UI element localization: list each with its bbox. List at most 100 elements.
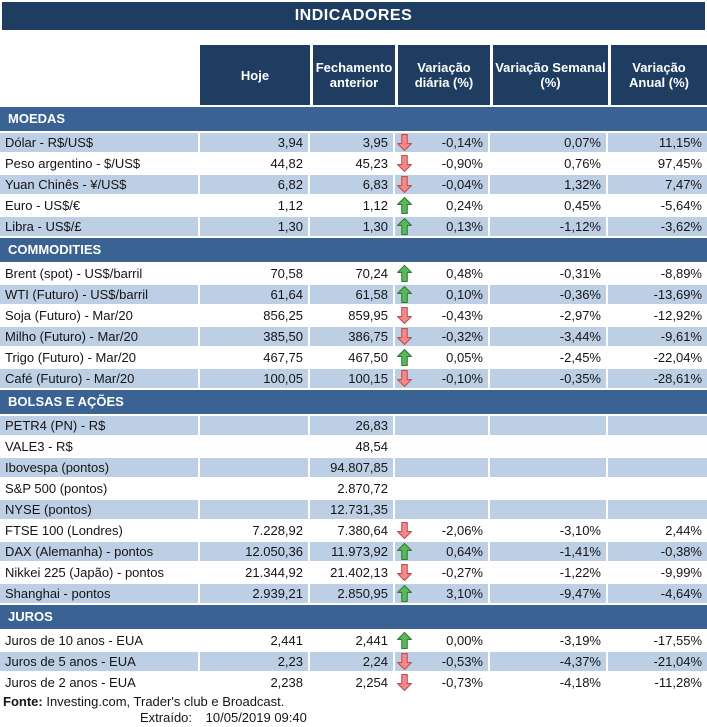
cell-variacao-diaria: -0,43% bbox=[395, 306, 490, 325]
variacao-diaria-value: 0,00% bbox=[446, 633, 483, 648]
cell-variacao-anual: -12,92% bbox=[653, 308, 702, 323]
cell-variacao-diaria: -0,10% bbox=[395, 369, 490, 388]
cell-fechamento: 859,95 bbox=[310, 306, 395, 325]
source-line: Fonte: Investing.com, Trader's club e Br… bbox=[0, 694, 707, 710]
cell-variacao-anual: -11,28% bbox=[654, 675, 702, 690]
table-row: Peso argentino - $/US$ 44,82 45,23 -0,90% 0,… bbox=[0, 154, 707, 173]
table-row: Dólar - R$/US$ 3,94 3,95 -0,14% 0,07% 11,15% bbox=[0, 133, 707, 152]
cell-fechamento: 386,75 bbox=[310, 327, 395, 346]
cell-fechamento: 6,83 bbox=[310, 175, 395, 194]
section-header: BOLSAS E AÇÕES bbox=[0, 390, 707, 414]
cell-variacao-anual: 7,47% bbox=[665, 177, 702, 192]
cell-hoje: 70,58 bbox=[200, 264, 310, 283]
cell-hoje: 467,75 bbox=[200, 348, 310, 367]
row-label: Dólar - R$/US$ bbox=[0, 133, 200, 152]
up-arrow-icon bbox=[397, 197, 412, 214]
cell-variacao-anual: -21,04% bbox=[653, 654, 702, 669]
cell-variacao-semanal bbox=[490, 416, 608, 435]
variacao-diaria-value: -0,53% bbox=[441, 654, 483, 669]
cell-variacao-anual: -8,89% bbox=[660, 266, 702, 281]
column-header-fechamento: Fechamento anterior bbox=[310, 45, 395, 105]
table-row: Brent (spot) - US$/barril 70,58 70,24 0,48%… bbox=[0, 264, 707, 283]
cell-variacao-diaria: -0,73% bbox=[395, 673, 490, 692]
cell-hoje: 44,82 bbox=[200, 154, 310, 173]
row-label: S&P 500 (pontos) bbox=[0, 479, 200, 498]
page-title: INDICADORES bbox=[2, 2, 705, 30]
row-label: Milho (Futuro) - Mar/20 bbox=[0, 327, 200, 346]
cell-hoje: 7.228,92 bbox=[200, 521, 310, 540]
cell-variacao-semanal: 0,45% bbox=[490, 196, 608, 215]
variacao-diaria-value: 0,64% bbox=[446, 544, 483, 559]
up-arrow-icon bbox=[397, 349, 412, 366]
cell-fechamento: 3,95 bbox=[310, 133, 395, 152]
table-row: Milho (Futuro) - Mar/20 385,50 386,75 -0,32… bbox=[0, 327, 707, 346]
row-label: Euro - US$/€ bbox=[0, 196, 200, 215]
table-row: FTSE 100 (Londres) 7.228,92 7.380,64 -2,06%… bbox=[0, 521, 707, 540]
cell-variacao-anual bbox=[608, 479, 707, 498]
variacao-diaria-value: -2,06% bbox=[441, 523, 483, 538]
down-arrow-icon bbox=[397, 155, 412, 172]
cell-fechamento: 2,441 bbox=[310, 631, 395, 650]
cell-variacao-anual: -3,62% bbox=[660, 219, 702, 234]
row-label: Nikkei 225 (Japão) - pontos bbox=[0, 563, 200, 582]
section-header: COMMODITIES bbox=[0, 238, 707, 262]
down-arrow-icon bbox=[397, 328, 412, 345]
cell-variacao-diaria: -0,32% bbox=[395, 327, 490, 346]
cell-hoje: 2,238 bbox=[200, 673, 310, 692]
cell-variacao-semanal: 0,76% bbox=[490, 154, 608, 173]
cell-variacao-anual bbox=[608, 416, 707, 435]
table-row: Café (Futuro) - Mar/20 100,05 100,15 -0,10%… bbox=[0, 369, 707, 388]
cell-fechamento: 2,254 bbox=[310, 673, 395, 692]
cell-variacao-anual: 2,44% bbox=[665, 523, 702, 538]
source-text: Investing.com, Trader's club e Broadcast… bbox=[46, 694, 285, 709]
column-header-variacao-diaria: Variação diária (%) bbox=[395, 45, 490, 105]
row-label: PETR4 (PN) - R$ bbox=[0, 416, 200, 435]
table-row: Juros de 5 anos - EUA 2,23 2,24 -0,53% -4,37… bbox=[0, 652, 707, 671]
variacao-diaria-value: 0,24% bbox=[446, 198, 483, 213]
cell-variacao-diaria: 0,24% bbox=[395, 196, 490, 215]
down-arrow-icon bbox=[397, 370, 412, 387]
table-row: VALE3 - R$ 48,54 bbox=[0, 437, 707, 456]
cell-variacao-semanal: 0,07% bbox=[490, 133, 608, 152]
table-row: NYSE (pontos) 12.731,35 bbox=[0, 500, 707, 519]
down-arrow-icon bbox=[397, 522, 412, 539]
table-header: Hoje Fechamento anterior Variação diária… bbox=[0, 45, 707, 105]
row-label: Juros de 2 anos - EUA bbox=[0, 673, 200, 692]
down-arrow-icon bbox=[397, 307, 412, 324]
cell-variacao-semanal: -2,45% bbox=[490, 348, 608, 367]
up-arrow-icon bbox=[397, 286, 412, 303]
row-label: FTSE 100 (Londres) bbox=[0, 521, 200, 540]
cell-variacao-diaria: -0,14% bbox=[395, 133, 490, 152]
row-label: Juros de 5 anos - EUA bbox=[0, 652, 200, 671]
header-spacer bbox=[0, 45, 200, 105]
up-arrow-icon bbox=[397, 543, 412, 560]
table-row: PETR4 (PN) - R$ 26,83 bbox=[0, 416, 707, 435]
row-label: Café (Futuro) - Mar/20 bbox=[0, 369, 200, 388]
cell-variacao-semanal: -0,36% bbox=[490, 285, 608, 304]
down-arrow-icon bbox=[397, 134, 412, 151]
extracted-line: Extraído: 10/05/2019 09:40 bbox=[0, 710, 707, 726]
cell-fechamento: 100,15 bbox=[310, 369, 395, 388]
cell-variacao-anual: -0,38% bbox=[660, 544, 702, 559]
cell-fechamento: 61,58 bbox=[310, 285, 395, 304]
cell-hoje bbox=[200, 458, 310, 477]
cell-hoje bbox=[200, 437, 310, 456]
variacao-diaria-value: 3,10% bbox=[446, 586, 483, 601]
row-label: Yuan Chinês - ¥/US$ bbox=[0, 175, 200, 194]
cell-hoje: 2,441 bbox=[200, 631, 310, 650]
table-row: Ibovespa (pontos) 94.807,85 bbox=[0, 458, 707, 477]
up-arrow-icon bbox=[397, 585, 412, 602]
cell-variacao-diaria bbox=[395, 437, 490, 456]
cell-variacao-semanal: -9,47% bbox=[490, 584, 608, 603]
cell-variacao-semanal: 1,32% bbox=[490, 175, 608, 194]
cell-variacao-semanal bbox=[490, 458, 608, 477]
cell-variacao-semanal: -1,22% bbox=[490, 563, 608, 582]
up-arrow-icon bbox=[397, 632, 412, 649]
cell-variacao-semanal: -0,31% bbox=[490, 264, 608, 283]
cell-hoje: 12.050,36 bbox=[200, 542, 310, 561]
cell-fechamento: 94.807,85 bbox=[310, 458, 395, 477]
cell-fechamento: 48,54 bbox=[310, 437, 395, 456]
cell-fechamento: 7.380,64 bbox=[310, 521, 395, 540]
cell-variacao-semanal bbox=[490, 437, 608, 456]
cell-fechamento: 11.973,92 bbox=[310, 542, 395, 561]
